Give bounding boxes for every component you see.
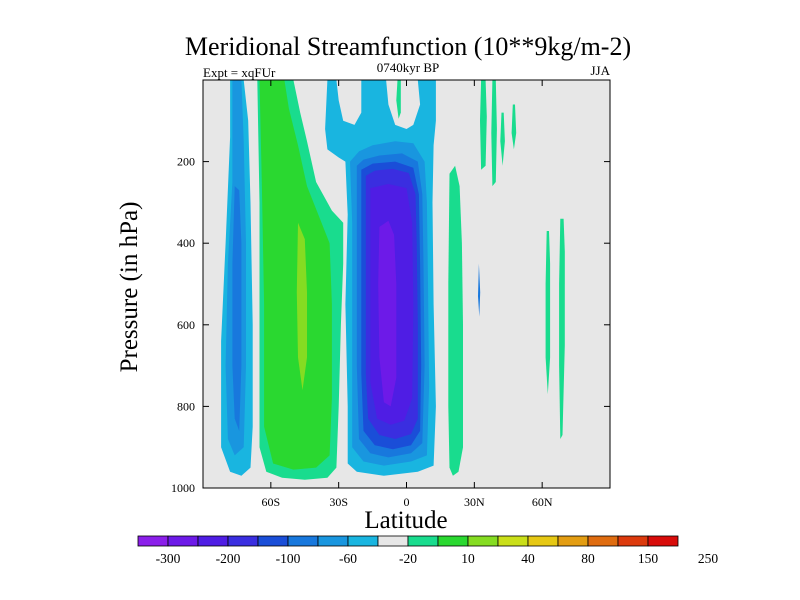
colorbar-boxes <box>137 535 679 547</box>
colorbar-box <box>527 535 559 547</box>
colorbar-box <box>377 535 409 547</box>
y-tick-label: 200 <box>177 155 195 169</box>
y-tick-label: 600 <box>177 318 195 332</box>
colorbar-box <box>287 535 319 547</box>
colorbar-box <box>347 535 379 547</box>
colorbar-label: -100 <box>276 551 301 566</box>
colorbar-box <box>617 535 649 547</box>
colorbar-box <box>257 535 289 547</box>
x-tick-label: 0 <box>404 495 410 509</box>
colorbar-box <box>167 535 199 547</box>
colorbar-label: 150 <box>638 551 659 566</box>
y-tick-label: 1000 <box>171 481 195 495</box>
colorbar-box <box>467 535 499 547</box>
contour-sh-cell-core <box>232 186 242 431</box>
colorbar-box <box>197 535 229 547</box>
contour-nh-sliver-2 <box>480 80 487 170</box>
y-tick-label: 400 <box>177 236 195 250</box>
colorbar-box <box>407 535 439 547</box>
contour-hadley-c6 <box>378 220 397 407</box>
contour-nh-sliver-6 <box>545 231 551 395</box>
colorbar-label: -300 <box>156 551 181 566</box>
contour-nh-tick-1 <box>478 263 481 317</box>
colorbar-box <box>137 535 169 547</box>
colorbar-box <box>317 535 349 547</box>
contour-nh-sliver-7 <box>559 218 565 439</box>
colorbar-labels: -300 -200 -100 -60 -20 10 40 80 150 250 <box>156 551 719 566</box>
x-axis-label: Latitude <box>364 507 447 534</box>
colorbar-label: 10 <box>461 551 475 566</box>
colorbar-label: 250 <box>698 551 719 566</box>
y-tick-label: 800 <box>177 399 195 413</box>
chart-title: Meridional Streamfunction (10**9kg/m-2) <box>185 32 631 61</box>
colorbar-label: -60 <box>339 551 357 566</box>
x-tick-label: 60N <box>532 495 553 509</box>
experiment-label: Expt = xqFUr <box>203 65 276 80</box>
colorbar-box <box>647 535 679 547</box>
colorbar-box <box>587 535 619 547</box>
contour-layer <box>221 80 565 480</box>
contour-nh-sliver-5 <box>511 104 517 150</box>
x-axis-ticks: 60S 30S 0 30N 60N <box>261 80 553 509</box>
colorbar-label: 40 <box>521 551 535 566</box>
contour-mid-band-inner <box>259 80 332 470</box>
contour-nh-band <box>448 165 463 476</box>
colorbar-box <box>557 535 589 547</box>
colorbar-box <box>227 535 259 547</box>
x-tick-label: 30N <box>464 495 485 509</box>
colorbar-label: -20 <box>399 551 417 566</box>
contour-nh-sliver-4 <box>500 112 505 166</box>
x-tick-label: 30S <box>329 495 348 509</box>
colorbar-box <box>497 535 529 547</box>
time-label: 0740kyr BP <box>377 60 439 75</box>
y-axis-label: Pressure (in hPa) <box>116 202 143 373</box>
contour-mid-band-core <box>296 222 307 391</box>
colorbar-label: -200 <box>216 551 241 566</box>
season-label: JJA <box>590 63 610 78</box>
contour-nh-sliver-3 <box>491 80 497 187</box>
x-tick-label: 60S <box>261 495 280 509</box>
colorbar-box <box>437 535 469 547</box>
y-axis-ticks: 200 400 600 800 1000 <box>171 155 610 495</box>
contour-nh-sliver-1 <box>396 80 401 119</box>
plot-area: 60S 30S 0 30N 60N 200 400 600 800 1000 <box>171 79 611 509</box>
colorbar-label: 80 <box>581 551 595 566</box>
colorbar: -300 -200 -100 -60 -20 10 40 80 150 250 <box>137 535 719 566</box>
